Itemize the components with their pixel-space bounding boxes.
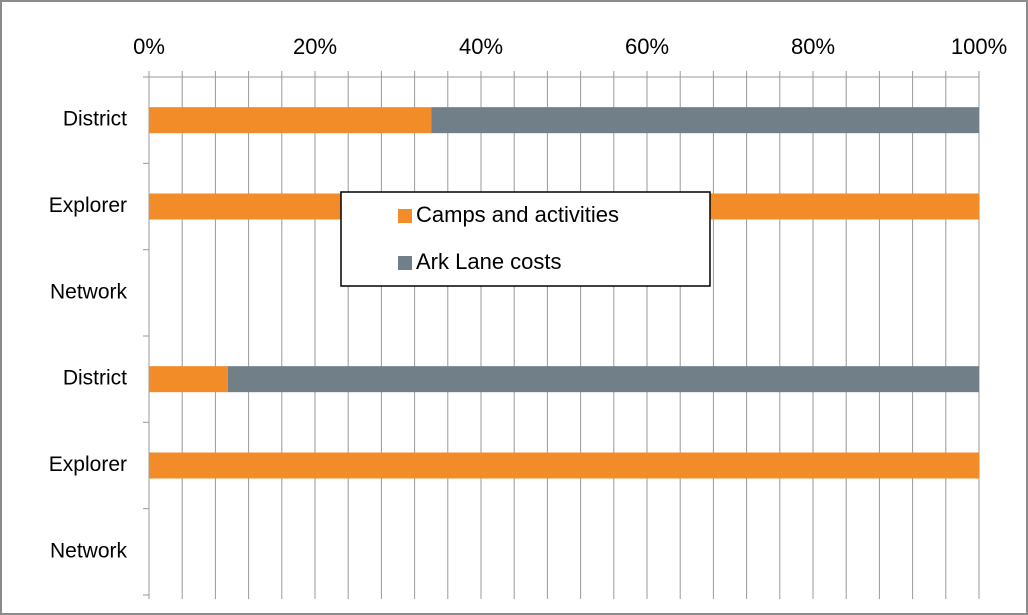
x-tick-label: 0% [133, 34, 165, 59]
bar-segment [227, 366, 980, 393]
legend-label: Ark Lane costs [416, 249, 562, 274]
category-label: District [63, 367, 127, 390]
legend-swatch [398, 256, 412, 270]
category-label: Network [50, 539, 128, 562]
x-tick-label: 20% [293, 34, 337, 59]
category-labels: District Explorer Network District Explorer N… [49, 108, 128, 563]
legend-swatch [398, 209, 412, 223]
bar-segment [149, 452, 979, 479]
category-label: Network [50, 280, 128, 303]
category-label: Explorer [49, 453, 127, 476]
x-tick-label: 40% [459, 34, 503, 59]
bar-segment [149, 366, 228, 393]
x-tick-label: 80% [791, 34, 835, 59]
x-tick-labels: 0% 20% 40% 60% 80% 100% [133, 34, 1007, 59]
grid-lines [181, 77, 980, 599]
axes [143, 71, 980, 599]
x-tick-label: 60% [625, 34, 669, 59]
x-tick-label: 100% [951, 34, 1007, 59]
category-label: District [63, 108, 127, 131]
bar-segment [149, 107, 432, 134]
category-label: Explorer [49, 194, 127, 217]
bar-segment [431, 107, 979, 134]
legend-label: Camps and activities [416, 202, 619, 227]
legend-box [340, 191, 711, 287]
legend: Camps and activities Ark Lane costs [340, 191, 711, 287]
